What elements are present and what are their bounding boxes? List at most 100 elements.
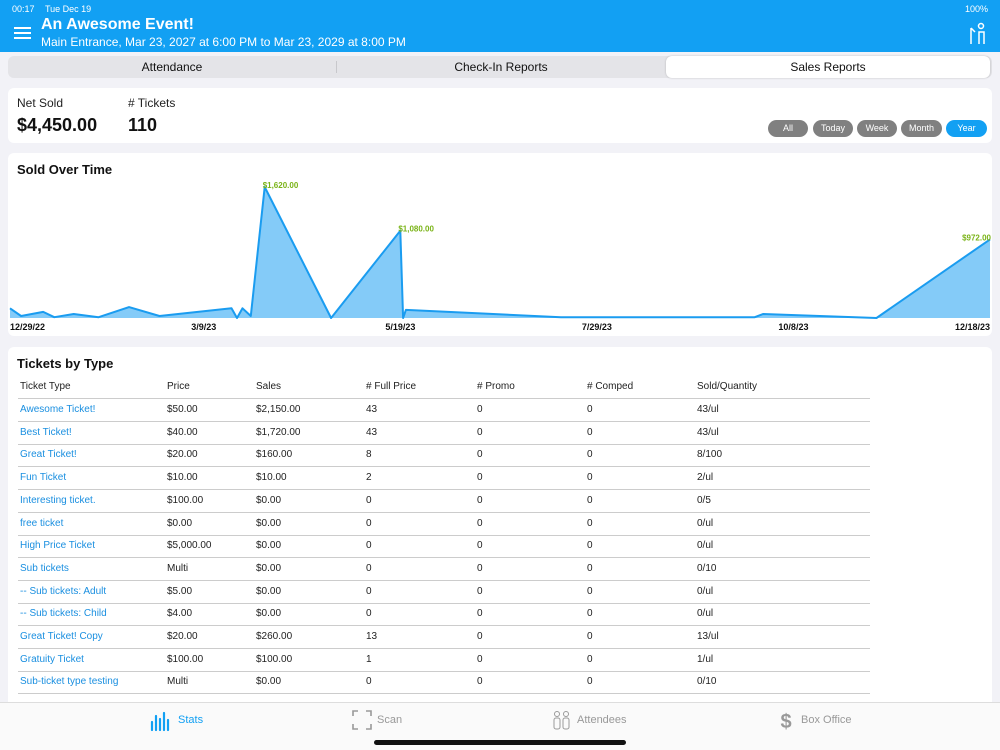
table-cell: 43/ul <box>697 426 719 438</box>
ticket-type-link[interactable]: Fun Ticket <box>20 472 67 484</box>
table-cell: $2,150.00 <box>256 404 301 415</box>
table-cell: $100.00 <box>256 653 293 665</box>
filter-button[interactable]: Month <box>901 120 942 137</box>
filter-button[interactable]: All <box>768 120 808 137</box>
table-cell: $0.00 <box>256 517 282 529</box>
table-cell: $20.00 <box>167 631 198 642</box>
status-date: Tue Dec 19 <box>45 4 92 14</box>
x-tick-label: 5/19/23 <box>385 322 415 332</box>
table-cell: 1 <box>366 653 372 665</box>
table-cell: $4.00 <box>167 608 193 620</box>
ticket-type-link[interactable]: Best Ticket! <box>20 426 72 438</box>
stats-icon[interactable] <box>150 710 172 732</box>
menu-icon[interactable] <box>14 26 32 40</box>
scan-icon[interactable] <box>352 710 372 730</box>
report-tab[interactable]: Check-In Reports <box>454 60 548 74</box>
user-icon[interactable] <box>968 22 988 46</box>
ticket-type-link[interactable]: Sub-ticket type testing <box>20 676 119 688</box>
ticket-type-link[interactable]: -- Sub tickets: Adult <box>20 585 107 597</box>
value-label: $972.00 <box>962 233 991 242</box>
table-cell: 0 <box>587 585 593 597</box>
table-cell: 0 <box>477 585 483 597</box>
column-header: # Promo <box>477 381 515 392</box>
table-cell: 1/ul <box>697 653 714 665</box>
status-battery: 100% <box>964 4 988 14</box>
table-cell: $0.00 <box>256 608 282 620</box>
x-tick-label: 3/9/23 <box>191 322 216 332</box>
report-tab[interactable]: Attendance <box>141 60 203 74</box>
bottom-tab[interactable]: Attendees <box>577 714 627 726</box>
table-cell: 43 <box>366 404 378 415</box>
row-rule <box>18 557 870 559</box>
table-cell: 0 <box>587 449 593 461</box>
ticket-type-link[interactable]: Gratuity Ticket <box>20 653 84 665</box>
table-cell: 0 <box>477 472 483 484</box>
table-cell: 0 <box>587 676 593 688</box>
row-rule <box>18 489 870 491</box>
report-tab[interactable]: Sales Reports <box>666 56 990 78</box>
ticket-type-link[interactable]: -- Sub tickets: Child <box>20 608 107 620</box>
row-rule <box>18 670 870 672</box>
filter-button[interactable]: Week <box>857 120 897 137</box>
row-rule <box>18 534 870 536</box>
status-time: 00:17 <box>12 4 35 14</box>
bottom-tab[interactable]: Scan <box>377 714 403 726</box>
row-rule <box>18 579 870 581</box>
table-cell: 0 <box>477 404 483 415</box>
table-cell: 43/ul <box>697 404 719 415</box>
table-cell: 0 <box>587 631 593 642</box>
ticket-type-link[interactable]: High Price Ticket <box>20 540 96 552</box>
table-cell: $0.00 <box>256 494 282 506</box>
table-cell: 2 <box>366 472 372 484</box>
table-cell: 0 <box>366 494 372 506</box>
column-header: # Full Price <box>366 381 417 392</box>
table-cell: 0/5 <box>697 494 711 506</box>
table-cell: $0.00 <box>167 517 193 529</box>
row-rule <box>18 625 870 627</box>
ticket-type-link[interactable]: Great Ticket! <box>20 449 77 461</box>
table-cell: 0 <box>366 562 372 574</box>
table-cell: 0 <box>477 653 483 665</box>
attendees-icon[interactable] <box>552 710 572 730</box>
table-cell: $0.00 <box>256 540 282 552</box>
row-rule <box>18 421 870 422</box>
ticket-type-link[interactable]: Awesome Ticket! <box>20 404 96 415</box>
table-cell: 0 <box>587 404 593 415</box>
value-label: $1,080.00 <box>398 225 434 234</box>
table-cell: $260.00 <box>256 631 293 642</box>
ticket-type-link[interactable]: Interesting ticket. <box>20 494 96 506</box>
table-cell: $50.00 <box>167 404 198 415</box>
table-cell: $10.00 <box>256 472 287 484</box>
net-sold-label: Net Sold <box>17 96 64 110</box>
ticket-type-link[interactable]: free ticket <box>20 517 64 529</box>
table-cell: 0 <box>477 676 483 688</box>
tickets-label: # Tickets <box>128 96 176 110</box>
bottom-tab[interactable]: Stats <box>178 714 204 726</box>
table-cell: 0 <box>366 585 372 597</box>
bottom-tab[interactable]: Box Office <box>801 714 852 726</box>
table-cell: $40.00 <box>167 426 198 438</box>
table-cell: 0 <box>477 562 483 574</box>
ticket-type-link[interactable]: Great Ticket! Copy <box>20 631 103 642</box>
box-office-icon[interactable]: $ <box>778 710 794 732</box>
row-rule <box>18 511 870 513</box>
table-cell: 0 <box>587 494 593 506</box>
sold-over-time-chart: Sold Over Time $1,620.00 $1,080.00 $972.00… <box>9 162 992 332</box>
table-cell: $100.00 <box>167 494 204 506</box>
row-rule <box>18 648 870 649</box>
table-cell: Multi <box>167 676 189 688</box>
filter-button[interactable]: Year <box>946 120 987 137</box>
header-rule <box>18 398 870 399</box>
tab-divider <box>336 61 337 73</box>
ticket-type-link[interactable]: Sub tickets <box>20 562 69 574</box>
table-cell: 0 <box>366 608 372 620</box>
filter-button[interactable]: Today <box>813 120 853 137</box>
table-cell: $0.00 <box>256 562 282 574</box>
table-cell: 0/ul <box>697 517 714 529</box>
table-cell: 0 <box>587 540 593 552</box>
table-cell: $10.00 <box>167 472 198 484</box>
x-tick-label: 10/8/23 <box>778 322 808 332</box>
table-cell: 0 <box>477 540 483 552</box>
row-rule <box>18 602 870 604</box>
table-cell: 0 <box>477 449 483 461</box>
